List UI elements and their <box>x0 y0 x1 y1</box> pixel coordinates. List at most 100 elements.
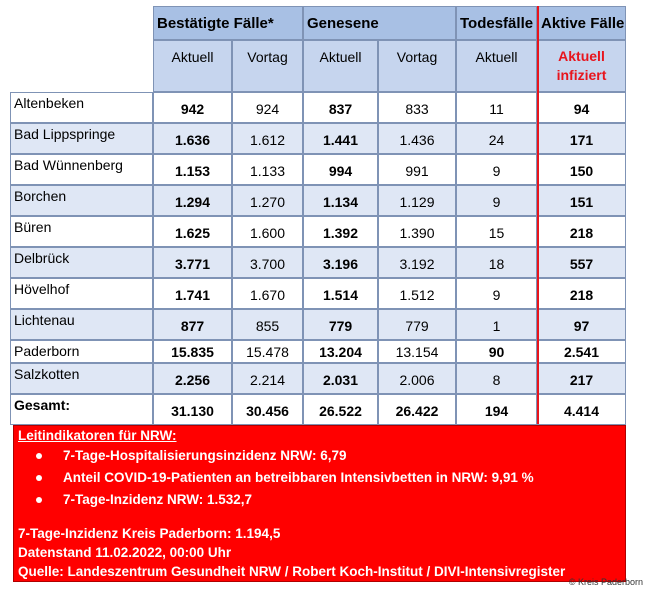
indicator-item: 7-Tage-Hospitalisierungsinzidenz NRW: 6,… <box>36 445 534 467</box>
cell-c5: 15 <box>456 216 537 247</box>
cell-c6: 218 <box>537 278 626 309</box>
cell-c2: 1.133 <box>232 154 303 185</box>
subheader-todesfaelle-aktuell: Aktuell <box>456 40 537 92</box>
cell-c1: 1.625 <box>153 216 232 247</box>
cell-c2: 924 <box>232 92 303 123</box>
cell-c6: 557 <box>537 247 626 278</box>
cell-c4: 26.422 <box>378 394 456 425</box>
cell-c1: 31.130 <box>153 394 232 425</box>
cell-c3: 779 <box>303 309 378 340</box>
row-name: Bad Lippspringe <box>10 123 153 154</box>
header-aktive: Aktive Fälle <box>537 6 626 40</box>
cell-c1: 2.256 <box>153 363 232 394</box>
cell-c6: 150 <box>537 154 626 185</box>
cell-c6: 94 <box>537 92 626 123</box>
cell-c1: 942 <box>153 92 232 123</box>
row-name: Delbrück <box>10 247 153 278</box>
cell-c1: 15.835 <box>153 340 232 363</box>
cell-c3: 3.196 <box>303 247 378 278</box>
cell-c3: 1.392 <box>303 216 378 247</box>
cell-c5: 1 <box>456 309 537 340</box>
datenstand: Datenstand 11.02.2022, 00:00 Uhr <box>18 545 232 560</box>
indicator-list: 7-Tage-Hospitalisierungsinzidenz NRW: 6,… <box>36 445 534 511</box>
subheader-genesene-aktuell: Aktuell <box>303 40 378 92</box>
cell-c4: 991 <box>378 154 456 185</box>
cell-c3: 13.204 <box>303 340 378 363</box>
row-name: Borchen <box>10 185 153 216</box>
bullet-icon <box>36 475 42 481</box>
header-bestaetigte: Bestätigte Fälle* <box>153 6 303 40</box>
cell-c1: 1.741 <box>153 278 232 309</box>
cell-c5: 194 <box>456 394 537 425</box>
cell-c5: 9 <box>456 278 537 309</box>
cell-c2: 2.214 <box>232 363 303 394</box>
cell-c4: 1.436 <box>378 123 456 154</box>
cell-c5: 8 <box>456 363 537 394</box>
cell-c1: 877 <box>153 309 232 340</box>
cell-c1: 3.771 <box>153 247 232 278</box>
bullet-icon <box>36 453 42 459</box>
cell-c4: 3.192 <box>378 247 456 278</box>
cell-c2: 1.270 <box>232 185 303 216</box>
cell-c2: 30.456 <box>232 394 303 425</box>
cell-c2: 855 <box>232 309 303 340</box>
cell-c4: 13.154 <box>378 340 456 363</box>
cell-c6: 4.414 <box>537 394 626 425</box>
cell-c3: 1.134 <box>303 185 378 216</box>
cell-c1: 1.153 <box>153 154 232 185</box>
cell-c4: 1.129 <box>378 185 456 216</box>
cell-c3: 994 <box>303 154 378 185</box>
cell-c6: 217 <box>537 363 626 394</box>
cell-c4: 1.390 <box>378 216 456 247</box>
row-name: Paderborn <box>10 340 153 363</box>
cell-c6: 171 <box>537 123 626 154</box>
cell-c6: 151 <box>537 185 626 216</box>
info-box: Leitindikatoren für NRW: 7-Tage-Hospital… <box>13 425 626 582</box>
cell-c4: 2.006 <box>378 363 456 394</box>
kreis-inzidenz: 7-Tage-Inzidenz Kreis Paderborn: 1.194,5 <box>18 526 281 541</box>
cell-c1: 1.294 <box>153 185 232 216</box>
row-name: Büren <box>10 216 153 247</box>
cell-c4: 779 <box>378 309 456 340</box>
cell-c5: 9 <box>456 185 537 216</box>
cell-c6: 2.541 <box>537 340 626 363</box>
cell-c1: 1.636 <box>153 123 232 154</box>
cell-c2: 1.600 <box>232 216 303 247</box>
cell-c6: 218 <box>537 216 626 247</box>
cell-c5: 18 <box>456 247 537 278</box>
subheader-aktuell-infiziert: Aktuell infiziert <box>537 40 626 92</box>
subheader-bestaetigte-aktuell: Aktuell <box>153 40 232 92</box>
cell-c3: 1.441 <box>303 123 378 154</box>
row-name: Gesamt: <box>10 394 153 425</box>
quelle: Quelle: Landeszentrum Gesundheit NRW / R… <box>18 564 566 579</box>
header-todesfaelle: Todesfälle <box>456 6 537 40</box>
bullet-icon <box>36 497 42 503</box>
red-divider <box>537 6 539 424</box>
row-name: Lichtenau <box>10 309 153 340</box>
indicator-item: 7-Tage-Inzidenz NRW: 1.532,7 <box>36 489 534 511</box>
indicator-item: Anteil COVID-19-Patienten an betreibbare… <box>36 467 534 489</box>
cell-c4: 833 <box>378 92 456 123</box>
header-genesene: Genesene <box>303 6 456 40</box>
row-name: Bad Wünnenberg <box>10 154 153 185</box>
cell-c3: 1.514 <box>303 278 378 309</box>
info-heading: Leitindikatoren für NRW: <box>18 428 177 443</box>
cell-c3: 837 <box>303 92 378 123</box>
cell-c3: 26.522 <box>303 394 378 425</box>
subheader-bestaetigte-vortag: Vortag <box>232 40 303 92</box>
cell-c5: 9 <box>456 154 537 185</box>
cell-c5: 24 <box>456 123 537 154</box>
row-name: Hövelhof <box>10 278 153 309</box>
cell-c6: 97 <box>537 309 626 340</box>
cell-c2: 3.700 <box>232 247 303 278</box>
cell-c2: 1.612 <box>232 123 303 154</box>
copyright-credit: © Kreis Paderborn <box>568 577 643 587</box>
row-name: Altenbeken <box>10 92 153 123</box>
subheader-genesene-vortag: Vortag <box>378 40 456 92</box>
cell-c5: 11 <box>456 92 537 123</box>
cell-c2: 1.670 <box>232 278 303 309</box>
cell-c3: 2.031 <box>303 363 378 394</box>
row-name: Salzkotten <box>10 363 153 394</box>
cell-c5: 90 <box>456 340 537 363</box>
cell-c2: 15.478 <box>232 340 303 363</box>
